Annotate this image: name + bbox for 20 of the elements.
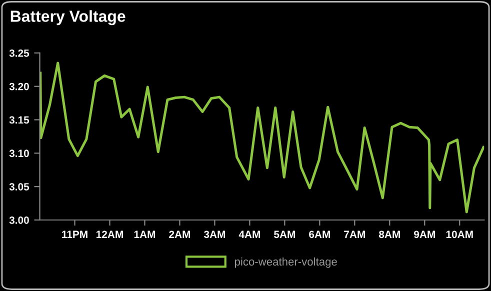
x-tick-label: 5AM bbox=[274, 230, 295, 238]
y-tick-label: 3.00 bbox=[9, 216, 29, 224]
x-tick-label: 2AM bbox=[169, 230, 190, 238]
x-tick-label: 3AM bbox=[204, 230, 226, 238]
legend-label: pico-weather-voltage bbox=[234, 257, 337, 268]
y-tick-label: 3.05 bbox=[9, 183, 30, 190]
x-tick-label: 10AM bbox=[446, 230, 473, 238]
x-tick-label: 12AM bbox=[96, 230, 123, 238]
y-tick-label: 3.25 bbox=[9, 49, 30, 57]
x-tick-label: 6AM bbox=[309, 230, 330, 238]
y-tick-label: 3.15 bbox=[9, 116, 30, 124]
x-tick-label: 1AM bbox=[134, 230, 156, 238]
x-tick-label: 7AM bbox=[344, 230, 365, 238]
y-tick-label: 3.20 bbox=[9, 82, 29, 90]
x-tick-label: 8AM bbox=[378, 230, 400, 238]
x-tick-label: 4AM bbox=[238, 230, 260, 238]
x-tick-label: 9AM bbox=[414, 230, 435, 238]
y-tick-label: 3.10 bbox=[9, 150, 29, 158]
x-tick-label: 11PM bbox=[62, 230, 88, 238]
chart-title: Battery Voltage bbox=[10, 10, 126, 26]
